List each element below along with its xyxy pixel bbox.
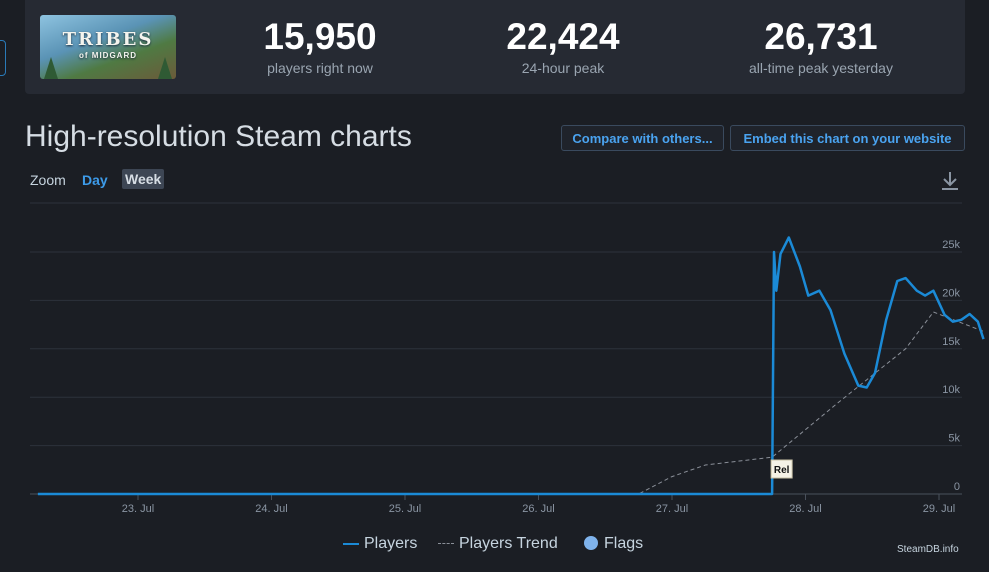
page-title: High-resolution Steam charts — [25, 120, 412, 153]
x-tick-label: 28. Jul — [789, 503, 821, 515]
player-count-chart[interactable]: 0 5k 10k 15k 20k 25k 23. Jul 24. Jul 25. Jul 26.… — [0, 195, 989, 525]
stat-players-now: 15,950 players right now — [210, 16, 430, 77]
game-logo-subtitle: of MIDGARD — [79, 51, 137, 60]
y-tick-label: 15k — [942, 336, 960, 348]
credit: SteamDB.info — [897, 544, 959, 555]
legend-flags[interactable]: Flags — [584, 535, 643, 553]
compare-button[interactable]: Compare with others... — [561, 125, 724, 151]
y-tick-label: 10k — [942, 384, 960, 396]
zoom-week-button[interactable]: Week — [122, 169, 165, 189]
thumb-tree-decoration — [44, 57, 58, 79]
legend-players-label: Players — [364, 535, 418, 552]
x-tick-label: 24. Jul — [255, 503, 287, 515]
x-tick-label: 29. Jul — [923, 503, 955, 515]
embed-chart-button[interactable]: Embed this chart on your website — [730, 125, 965, 151]
flag-marker[interactable] — [770, 459, 793, 479]
x-tick-label: 23. Jul — [122, 503, 154, 515]
x-tick-label: 26. Jul — [522, 503, 554, 515]
legend-flags-label: Flags — [604, 535, 644, 552]
legend-players-trend[interactable]: Players Trend — [438, 535, 558, 553]
legend-players[interactable]: Players — [343, 535, 417, 553]
stat-value: 15,950 — [263, 16, 377, 57]
y-tick-label: 25k — [942, 239, 960, 251]
stat-24h-peak: 22,424 24-hour peak — [453, 16, 673, 77]
players-line — [37, 236, 985, 496]
zoom-label: Zoom — [30, 172, 66, 188]
stat-all-time-peak: 26,731 all-time peak yesterday — [711, 16, 931, 77]
game-logo-title: TRIBES — [62, 29, 154, 50]
stat-value: 26,731 — [764, 16, 878, 57]
y-tick-label: 5k — [948, 433, 960, 445]
stat-value: 22,424 — [506, 16, 620, 57]
y-tick-label: 20k — [942, 287, 960, 299]
legend-trend-label: Players Trend — [459, 535, 558, 552]
legend-players-swatch — [343, 542, 359, 545]
stats-bar: TRIBES of MIDGARD 15,950 players right n… — [25, 0, 965, 94]
flag-label: Rel — [774, 465, 790, 476]
stat-label: 24-hour peak — [521, 60, 605, 76]
players-trend-line — [37, 311, 984, 495]
legend-flags-swatch — [584, 536, 598, 550]
legend-trend-swatch — [438, 543, 454, 545]
download-icon[interactable] — [940, 170, 960, 192]
x-tick-label: 25. Jul — [389, 503, 421, 515]
y-tick-label: 0 — [954, 481, 960, 493]
game-thumbnail[interactable]: TRIBES of MIDGARD — [40, 15, 176, 79]
x-tick-label: 27. Jul — [656, 503, 688, 515]
zoom-day-button[interactable]: Day — [82, 172, 108, 188]
sidebar-edge-button[interactable] — [0, 40, 6, 76]
stat-label: all-time peak yesterday — [749, 60, 893, 76]
stat-label: players right now — [267, 60, 373, 76]
thumb-tree-decoration — [158, 57, 172, 79]
